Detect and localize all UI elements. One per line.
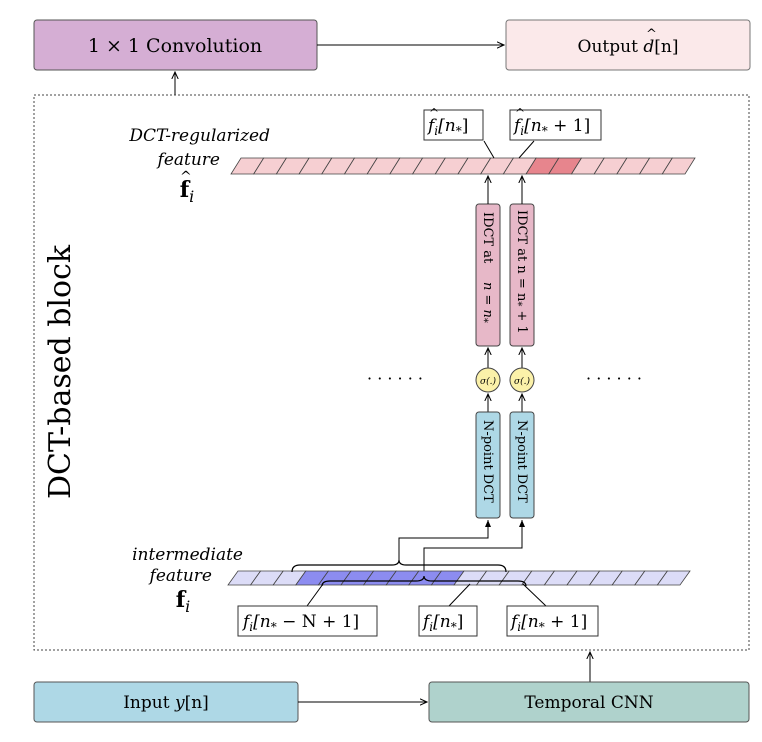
dots-left: · · · · · · [367, 369, 423, 388]
lower-tag-right-leader [522, 583, 547, 607]
lower-tag-mid-leader [448, 583, 471, 607]
dct-col2-label: N-point DCT [514, 420, 529, 503]
upper-feature-strip [230, 157, 696, 175]
lower-feature-strip [227, 570, 691, 586]
output-label: Output d[n] [578, 37, 679, 57]
idct-col2-label: IDCT at n = n* + 1 [512, 210, 529, 334]
dct-box-2 [509, 411, 535, 519]
tag2-leader [518, 140, 535, 159]
cnn-box [428, 681, 750, 723]
upper-tag1-box [423, 109, 484, 141]
idct-col1-line2: n = n* [478, 282, 495, 323]
conv-label: 1 × 1 Convolution [88, 35, 262, 57]
upper-symbol: fi [180, 177, 195, 206]
lower-tag-left-leader [306, 583, 324, 607]
lower-tag-right: fi[n* + 1] [509, 612, 587, 634]
brace1-arrowhead [485, 520, 491, 527]
brace2-connector [423, 520, 523, 578]
upper-tag2-box [509, 109, 602, 141]
upper-tag2-hat: ^ [515, 106, 525, 120]
upper-tag1-hat: ^ [429, 106, 439, 120]
upper-strip-cell [661, 157, 696, 175]
brace2-arrowhead [519, 520, 525, 527]
cnn-label: Temporal CNN [524, 693, 653, 713]
lower-tag-right-box [506, 605, 599, 637]
lower-tag-mid-box [418, 605, 478, 637]
lower-brace-2 [321, 575, 527, 587]
sigma-circle-2 [509, 367, 535, 393]
sigma-label-1: σ(.) [480, 376, 497, 387]
upper-label-line2: feature [156, 150, 220, 170]
dct-block-frame [33, 94, 750, 651]
lower-brace-1 [291, 559, 507, 573]
lower-label-line1: intermediate [132, 545, 243, 565]
lower-symbol: fi [176, 587, 191, 616]
input-label: Input y[n] [123, 693, 209, 713]
tag1-leader [483, 140, 495, 159]
lower-tag-mid: fi[n*] [421, 612, 463, 634]
idct-col1-line1: IDCT at [480, 212, 495, 264]
block-title: DCT-based block [43, 244, 78, 499]
upper-tag2: fi[n* + 1] [512, 116, 590, 138]
output-hat: ^ [646, 27, 657, 42]
lower-tag-left: fi[n* − N + 1] [241, 612, 359, 634]
lower-strip-cell [656, 570, 691, 586]
dct-col1-label: N-point DCT [480, 420, 495, 503]
output-box [505, 19, 751, 71]
brace1-connector [398, 520, 489, 562]
upper-label-line1: DCT-regularized [128, 126, 270, 146]
upper-symbol-hat: ^ [180, 169, 192, 185]
dct-box-1 [475, 411, 501, 519]
lower-tag-left-box [237, 605, 378, 637]
lower-label-line2: feature [148, 566, 212, 586]
dots-right: · · · · · · [586, 369, 642, 388]
sigma-label-2: σ(.) [514, 376, 531, 387]
sigma-circle-1 [475, 367, 501, 393]
upper-tag1: fi[n*] [426, 116, 468, 138]
